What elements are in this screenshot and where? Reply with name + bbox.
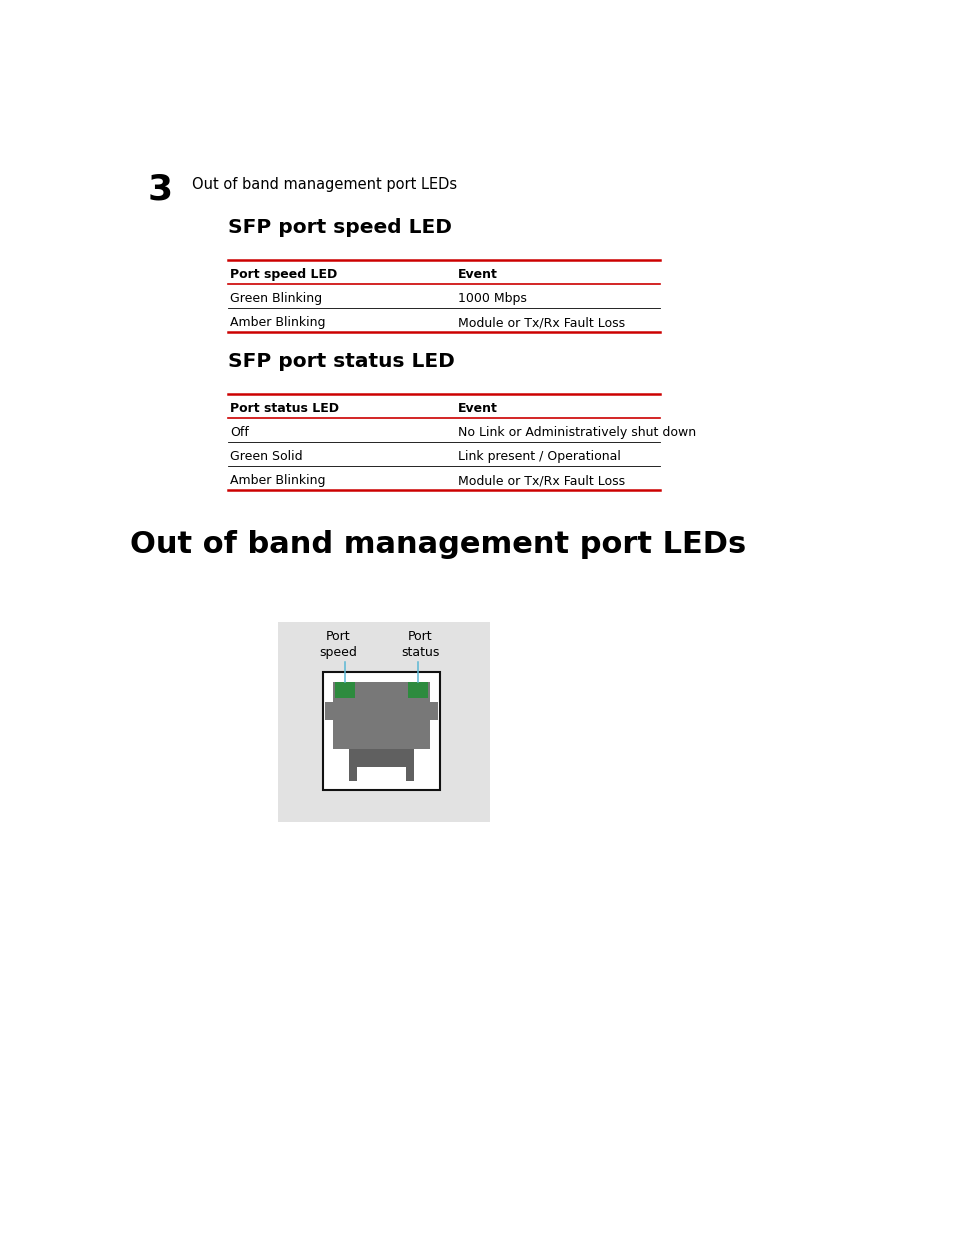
Text: Out of band management port LEDs: Out of band management port LEDs [130, 530, 745, 559]
Text: Event: Event [457, 268, 497, 282]
Bar [408, 682, 428, 698]
Text: Port
status: Port status [400, 630, 438, 659]
Text: SFP port status LED: SFP port status LED [228, 352, 455, 370]
Bar [333, 727, 340, 748]
Bar [430, 701, 437, 720]
Text: 1000 Mbps: 1000 Mbps [457, 291, 526, 305]
Text: SFP port speed LED: SFP port speed LED [228, 219, 452, 237]
Bar [333, 682, 430, 727]
Text: Link present / Operational: Link present / Operational [457, 450, 620, 463]
Text: No Link or Administratively shut down: No Link or Administratively shut down [457, 426, 696, 438]
Bar [430, 682, 437, 701]
Bar [335, 682, 355, 698]
Text: Port status LED: Port status LED [230, 403, 338, 415]
Text: Green Blinking: Green Blinking [230, 291, 322, 305]
Text: Amber Blinking: Amber Blinking [230, 474, 325, 487]
Bar [349, 748, 414, 781]
Bar [277, 622, 490, 823]
Bar [325, 682, 333, 701]
Bar [325, 701, 333, 720]
Text: Port
speed: Port speed [318, 630, 356, 659]
Text: Green Solid: Green Solid [230, 450, 302, 463]
Bar [356, 767, 406, 781]
Bar [340, 727, 421, 748]
Text: Event: Event [457, 403, 497, 415]
Text: Out of band management port LEDs: Out of band management port LEDs [192, 177, 456, 191]
Text: Amber Blinking: Amber Blinking [230, 316, 325, 329]
Text: Port speed LED: Port speed LED [230, 268, 337, 282]
Text: Module or Tx/Rx Fault Loss: Module or Tx/Rx Fault Loss [457, 474, 624, 487]
Text: 3: 3 [148, 172, 172, 206]
Bar [323, 672, 439, 790]
Bar [421, 727, 430, 748]
Text: Module or Tx/Rx Fault Loss: Module or Tx/Rx Fault Loss [457, 316, 624, 329]
Text: Off: Off [230, 426, 249, 438]
